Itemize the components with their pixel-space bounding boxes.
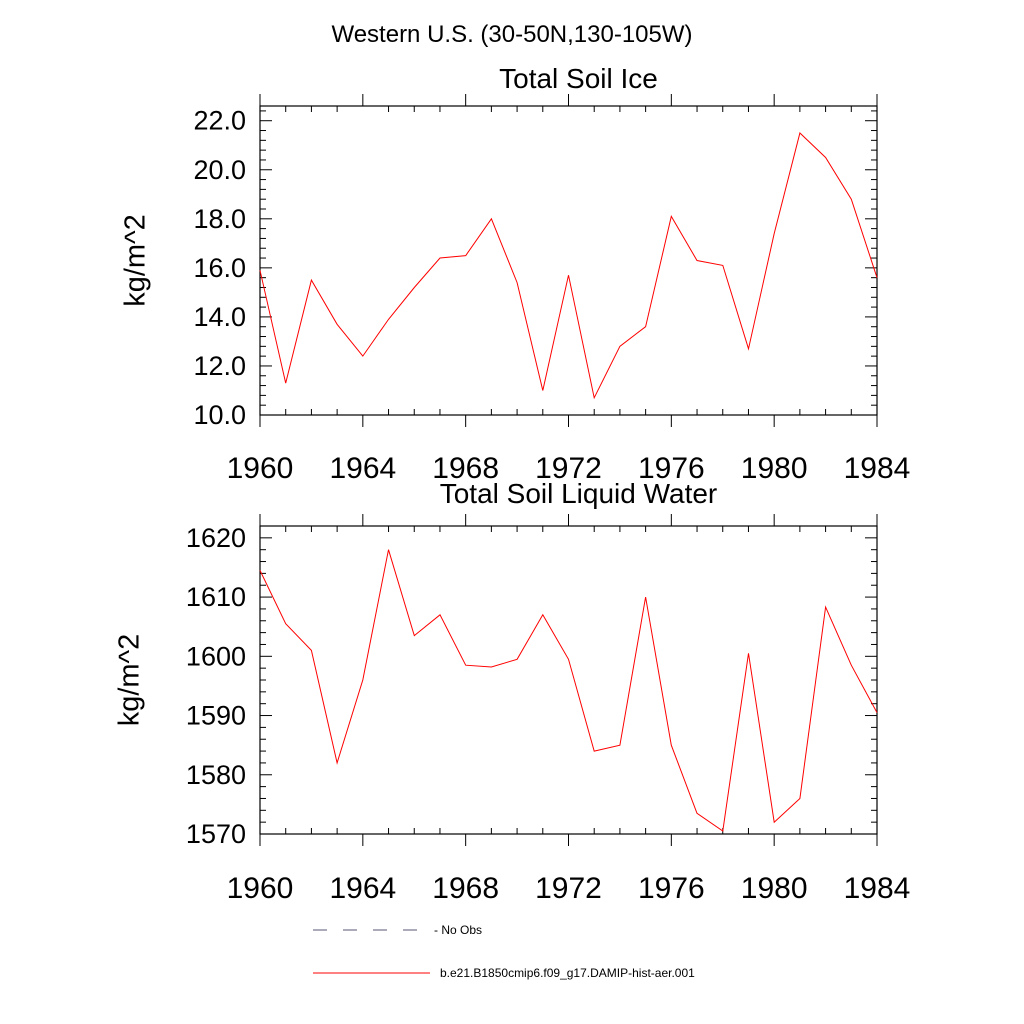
x-tick-label: 1980	[741, 452, 808, 485]
panel-title: Total Soil Liquid Water	[440, 478, 718, 509]
panel-total-soil-liquid-water: Total Soil Liquid Water kg/m^2 1570 1580 159…	[114, 478, 911, 905]
x-tick-label: 1968	[432, 872, 499, 905]
x-tick-label: 1976	[638, 452, 705, 485]
x-tick-label: 1972	[535, 452, 602, 485]
y-tick-label: 1610	[186, 582, 246, 612]
y-tick-label: 1570	[186, 819, 246, 849]
x-tick-label: 1964	[329, 452, 396, 485]
y-tick-label: 1580	[186, 760, 246, 790]
x-tick-label: 1980	[741, 872, 808, 905]
y-axis-label: kg/m^2	[120, 214, 152, 307]
x-tick-label: 1984	[844, 872, 911, 905]
series-line	[259, 549, 878, 832]
legend-label: - No Obs	[434, 923, 482, 937]
x-tick-label: 1976	[638, 872, 705, 905]
figure-title: Western U.S. (30-50N,130-105W)	[331, 21, 692, 48]
panel-title: Total Soil Ice	[499, 63, 658, 94]
y-tick-label: 1600	[186, 641, 246, 671]
legend: - No Obs b.e21.B1850cmip6.f09_g17.DAMIP-h…	[313, 923, 695, 980]
x-tick-label: 1968	[432, 452, 499, 485]
y-tick-label: 18.0	[193, 204, 246, 234]
y-tick-label: 20.0	[193, 155, 246, 185]
y-tick-label: 1620	[186, 523, 246, 553]
legend-label: b.e21.B1850cmip6.f09_g17.DAMIP-hist-aer.…	[440, 966, 695, 980]
y-tick-label: 1590	[186, 701, 246, 731]
plot-frame	[259, 105, 878, 416]
y-axis-label: kg/m^2	[114, 634, 146, 727]
y-tick-label: 22.0	[193, 106, 246, 136]
x-tick-label: 1960	[227, 872, 294, 905]
y-tick-label: 12.0	[193, 351, 246, 381]
x-tick-label: 1984	[844, 452, 911, 485]
x-tick-label: 1972	[535, 872, 602, 905]
y-tick-label: 14.0	[193, 302, 246, 332]
y-tick-label: 16.0	[193, 253, 246, 283]
x-tick-label: 1960	[227, 452, 294, 485]
series-line	[259, 132, 878, 400]
panel-total-soil-ice: Total Soil Ice kg/m^2 10.0 12.0 14.0 16.0 18.0…	[120, 63, 911, 485]
y-tick-label: 10.0	[193, 400, 246, 430]
plot-frame	[259, 525, 878, 835]
x-tick-label: 1964	[329, 872, 396, 905]
